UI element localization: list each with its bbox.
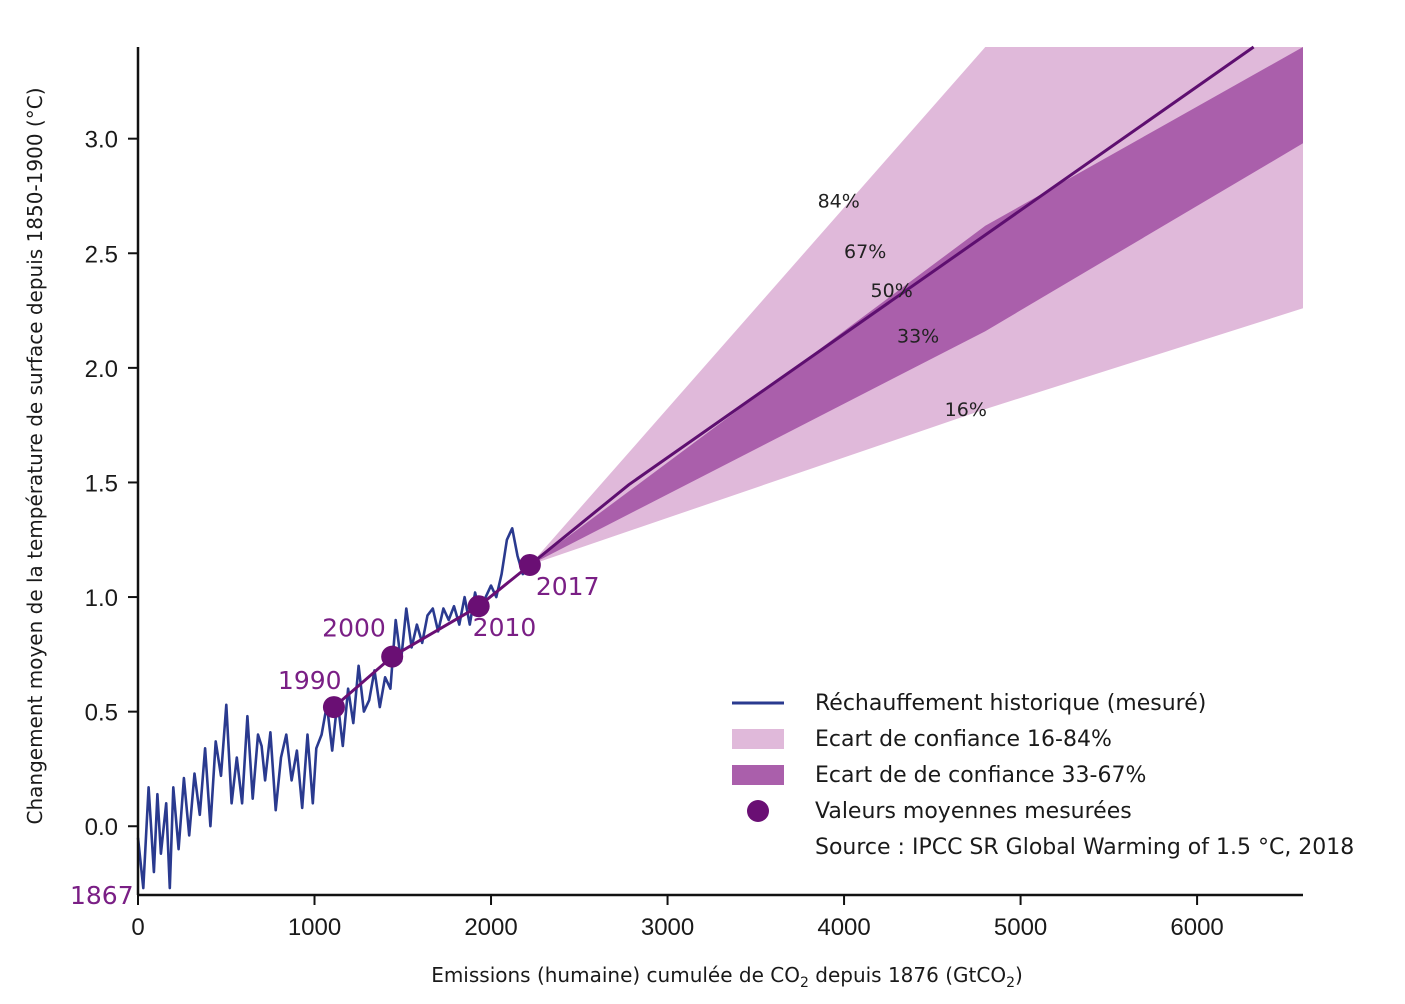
confidence-bands <box>529 47 1303 565</box>
x-axis-title: Emissions (humaine) cumulée de CO2 depui… <box>431 963 1023 991</box>
historical-warming <box>136 526 533 890</box>
percentile-label: 50% <box>871 280 913 302</box>
mean-point-2010 <box>467 595 490 618</box>
mean-point-2000 <box>381 645 404 668</box>
x-axis-title-sub2: 2 <box>1006 975 1015 991</box>
y-tick-label: 1.5 <box>85 470 118 497</box>
start-year-label: 1867 <box>70 881 134 910</box>
year-label-2017: 2017 <box>536 572 600 601</box>
mean-points: 1990 2000 2010 2017 <box>278 553 600 719</box>
x-tick-label: 5000 <box>994 914 1047 941</box>
year-label-2000: 2000 <box>322 614 386 643</box>
median-line <box>528 45 1255 567</box>
legend-swatch-band-33-67 <box>732 765 784 785</box>
y-tick-label: 2.5 <box>85 241 118 268</box>
x-tick-label: 1000 <box>288 914 341 941</box>
x-axis-title-sub1: 2 <box>800 975 809 991</box>
legend: Réchauffement historique (mesuré) Ecart d… <box>732 691 1354 860</box>
percentile-label: 84% <box>818 190 860 212</box>
y-tick-label: 2.0 <box>85 356 118 383</box>
x-tick-label: 4000 <box>817 914 870 941</box>
x-tick-label: 2000 <box>464 914 517 941</box>
y-tick-label: 0.0 <box>85 814 118 841</box>
legend-label: Valeurs moyennes mesurées <box>815 799 1132 824</box>
legend-label: Réchauffement historique (mesuré) <box>815 691 1206 716</box>
percentile-label: 33% <box>897 326 939 348</box>
percentile-label: 16% <box>945 399 987 421</box>
x-tick-label: 0 <box>131 914 144 941</box>
mean-point-1990 <box>322 696 345 719</box>
band-33-67 <box>529 47 1303 565</box>
year-label-2010: 2010 <box>473 613 537 642</box>
x-axis-title-part2: depuis 1876 (GtCO <box>809 963 1006 987</box>
mean-point-2017 <box>518 553 541 576</box>
median-projection <box>528 45 1255 567</box>
mean-points-line <box>332 563 531 709</box>
axes: 0.0 0.5 1.0 1.5 2.0 2.5 3.0 0 1000 2000 3000 4000 50… <box>70 47 1303 941</box>
x-axis-title-part1: Emissions (humaine) cumulée de CO <box>431 963 800 987</box>
x-tick-label: 6000 <box>1170 914 1223 941</box>
x-axis-title-part3: ) <box>1015 963 1023 987</box>
year-label-1990: 1990 <box>278 666 342 695</box>
legend-swatch-points <box>747 800 769 822</box>
percentile-labels: 84% 67% 50% 33% 16% <box>818 190 987 421</box>
y-tick-label: 0.5 <box>85 700 118 727</box>
y-tick-label: 1.0 <box>85 585 118 612</box>
legend-label: Ecart de confiance 16-84% <box>815 727 1112 752</box>
y-tick-label: 3.0 <box>85 127 118 154</box>
x-tick-label: 3000 <box>641 914 694 941</box>
percentile-label: 67% <box>844 241 886 263</box>
legend-label: Ecart de de confiance 33-67% <box>815 763 1146 788</box>
historical-line <box>136 526 533 890</box>
legend-swatch-band-16-84 <box>732 729 784 749</box>
legend-source: Source : IPCC SR Global Warming of 1.5 °… <box>815 835 1354 860</box>
y-axis-title: Changement moyen de la température de su… <box>23 87 47 824</box>
